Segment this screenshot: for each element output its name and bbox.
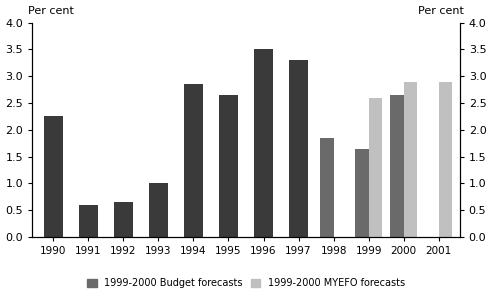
Text: Per cent: Per cent: [28, 6, 74, 16]
Bar: [79, 205, 98, 237]
Bar: [390, 95, 403, 237]
Bar: [254, 49, 273, 237]
Bar: [114, 202, 133, 237]
Bar: [184, 84, 203, 237]
Bar: [320, 138, 334, 237]
Bar: [149, 183, 168, 237]
Bar: [369, 98, 382, 237]
Legend: 1999-2000 Budget forecasts, 1999-2000 MYEFO forecasts: 1999-2000 Budget forecasts, 1999-2000 MY…: [83, 275, 409, 292]
Bar: [44, 116, 63, 237]
Bar: [403, 82, 417, 237]
Bar: [289, 60, 308, 237]
Bar: [355, 148, 369, 237]
Bar: [439, 82, 452, 237]
Text: Per cent: Per cent: [418, 6, 464, 16]
Bar: [219, 95, 238, 237]
